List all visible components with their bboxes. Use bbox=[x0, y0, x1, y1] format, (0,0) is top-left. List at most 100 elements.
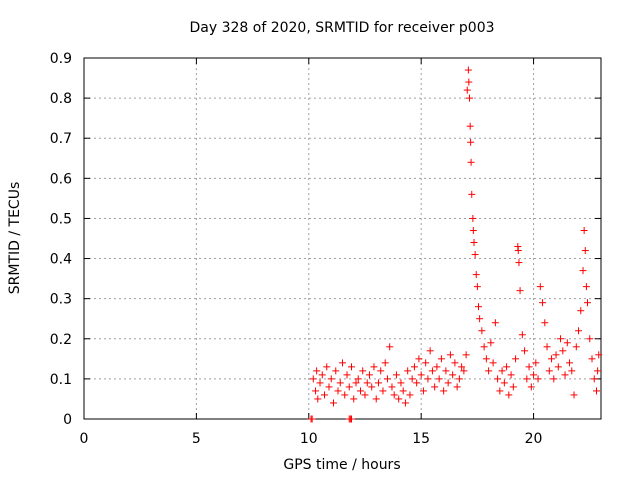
data-point bbox=[478, 327, 486, 335]
data-point bbox=[347, 363, 355, 371]
data-point bbox=[451, 359, 459, 367]
data-point bbox=[579, 267, 587, 275]
data-point bbox=[516, 287, 524, 295]
data-point bbox=[575, 327, 583, 335]
data-point bbox=[527, 383, 535, 391]
data-point bbox=[336, 379, 344, 387]
data-point bbox=[395, 395, 403, 403]
data-point bbox=[593, 387, 601, 395]
data-point bbox=[383, 375, 391, 383]
data-point bbox=[559, 347, 567, 355]
data-point bbox=[466, 122, 474, 130]
data-point bbox=[568, 367, 576, 375]
data-point bbox=[339, 359, 346, 367]
x-tick-label: 5 bbox=[192, 431, 201, 447]
data-point bbox=[514, 247, 522, 255]
data-point bbox=[545, 367, 553, 375]
data-point bbox=[494, 375, 502, 383]
data-point bbox=[460, 367, 468, 375]
data-point bbox=[476, 315, 484, 323]
data-point bbox=[469, 214, 477, 222]
data-point bbox=[370, 363, 378, 371]
data-point bbox=[480, 343, 488, 351]
data-point bbox=[465, 78, 473, 86]
data-point bbox=[470, 239, 478, 247]
data-point bbox=[415, 355, 423, 363]
data-point bbox=[390, 391, 398, 399]
data-point bbox=[381, 359, 389, 367]
data-point bbox=[561, 371, 569, 379]
y-tick-label: 0.1 bbox=[50, 372, 72, 388]
data-point bbox=[515, 259, 523, 267]
data-point bbox=[491, 319, 499, 327]
data-point bbox=[570, 391, 578, 399]
data-point bbox=[554, 363, 562, 371]
y-tick-label: 0.8 bbox=[50, 91, 72, 107]
y-tick-label: 0.7 bbox=[50, 131, 72, 147]
data-point bbox=[468, 190, 476, 198]
y-tick-label: 0.3 bbox=[50, 292, 72, 308]
y-tick-label: 0 bbox=[63, 412, 72, 428]
data-point bbox=[347, 415, 355, 423]
data-point bbox=[374, 379, 382, 387]
data-point bbox=[469, 226, 477, 234]
data-point bbox=[417, 371, 425, 379]
data-point bbox=[543, 343, 551, 351]
data-point bbox=[352, 379, 360, 387]
data-point bbox=[557, 335, 565, 343]
data-point bbox=[584, 299, 592, 307]
data-point bbox=[386, 343, 394, 351]
y-tick-label: 0.6 bbox=[50, 171, 72, 187]
data-point bbox=[442, 367, 450, 375]
data-point bbox=[426, 347, 434, 355]
y-axis-label: SRMTID / TECUs bbox=[7, 182, 23, 295]
data-point bbox=[563, 339, 571, 347]
data-point bbox=[512, 355, 520, 363]
data-point bbox=[472, 271, 480, 279]
axis-ticks: 0 0.1 0.2 0.3 0.4 0.5 0.6 0.7 0.8 0.9 0 5 10 15 20 bbox=[50, 51, 601, 447]
data-point bbox=[372, 395, 380, 403]
data-point bbox=[525, 363, 533, 371]
data-point bbox=[586, 335, 594, 343]
data-point bbox=[595, 351, 603, 359]
data-point bbox=[361, 391, 369, 399]
data-point bbox=[521, 347, 529, 355]
data-point bbox=[356, 387, 364, 395]
data-point bbox=[428, 367, 436, 375]
data-point bbox=[309, 375, 317, 383]
data-point bbox=[500, 379, 508, 387]
data-point bbox=[498, 367, 506, 375]
data-point bbox=[321, 391, 329, 399]
data-point bbox=[594, 367, 602, 375]
data-point bbox=[343, 371, 351, 379]
data-point bbox=[588, 355, 596, 363]
data-point bbox=[462, 351, 470, 359]
data-point bbox=[505, 391, 513, 399]
plot-frame bbox=[83, 57, 602, 420]
data-point bbox=[419, 387, 427, 395]
data-point bbox=[437, 355, 445, 363]
data-point bbox=[455, 375, 463, 383]
data-point bbox=[435, 375, 443, 383]
data-point bbox=[523, 375, 531, 383]
data-point bbox=[354, 375, 362, 383]
data-point bbox=[530, 371, 538, 379]
data-point bbox=[327, 375, 335, 383]
data-point bbox=[467, 158, 475, 166]
data-point bbox=[330, 399, 338, 407]
data-point bbox=[368, 383, 376, 391]
data-point bbox=[325, 383, 333, 391]
data-point bbox=[566, 359, 574, 367]
data-point bbox=[422, 359, 430, 367]
data-point bbox=[399, 387, 407, 395]
data-point bbox=[548, 355, 556, 363]
data-point bbox=[446, 351, 454, 359]
data-point bbox=[440, 387, 448, 395]
data-point bbox=[572, 343, 580, 351]
scatter-points bbox=[307, 66, 603, 423]
data-point bbox=[323, 363, 331, 371]
data-point bbox=[406, 391, 414, 399]
data-point bbox=[313, 367, 321, 375]
data-point bbox=[581, 247, 589, 255]
